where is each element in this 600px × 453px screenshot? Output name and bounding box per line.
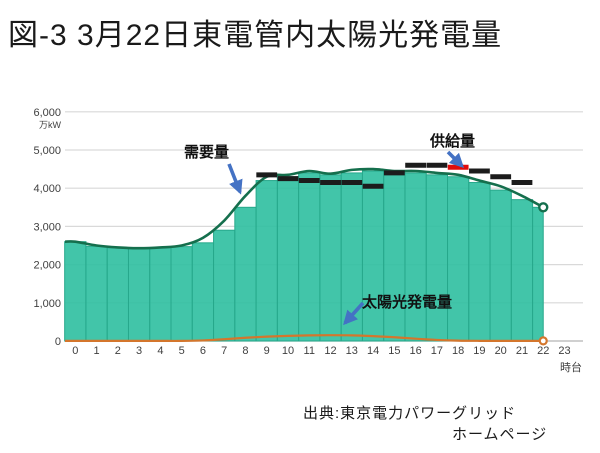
page-title: 図-3 3月22日東電管内太陽光発電量 [8,19,503,52]
y-tick-label: 1,000 [33,298,61,310]
demand-bar [106,247,129,342]
demand-bar [255,180,278,342]
x-tick-label: 21 [516,345,528,357]
y-tick-label: 0 [55,336,61,348]
demand-end-marker [538,202,549,213]
x-tick-label: 3 [136,345,142,357]
x-tick-label: 2 [115,345,121,357]
demand-bar [447,176,470,342]
y-tick-label: 2,000 [33,260,61,272]
demand-bar [298,172,321,342]
source-line-2: ホームページ [452,426,548,443]
x-tick-label: 12 [324,345,336,357]
x-tick-label: 20 [495,345,507,357]
x-tick-label: 7 [221,345,227,357]
demand-bar [361,170,385,342]
demand-bar [213,229,236,342]
solar-end-marker [538,336,548,346]
x-tick-label: 14 [367,345,379,357]
solar-annotation-label: 太陽光発電量 [362,294,453,311]
x-tick-label: 19 [473,345,485,357]
y-axis-unit-label: 万kW [39,120,62,130]
demand-bar [319,174,342,342]
x-tick-label: 4 [157,345,163,357]
x-tick-label: 11 [304,345,315,357]
demand-arrow-icon [227,163,243,195]
x-tick-label: 10 [282,345,294,357]
x-tick-label: 8 [242,345,248,357]
x-tick-label: 9 [264,345,270,357]
x-tick-label: 0 [72,345,78,357]
demand-bar [276,176,300,342]
y-tick-label: 3,000 [33,221,61,233]
x-tick-label: 5 [179,345,185,357]
supply-annotation-label: 供給量 [430,133,476,150]
x-tick-label: 18 [452,345,464,357]
demand-annotation-label: 需要量 [184,144,230,161]
demand-bar [170,246,193,342]
supply-arrow-icon [446,150,465,169]
demand-line [64,167,544,250]
y-tick-label: 5,000 [33,145,61,157]
demand-bar [127,247,151,342]
demand-bar [64,241,87,342]
x-tick-label: 22 [537,345,549,357]
demand-bar [85,245,108,342]
demand-bar [149,247,172,342]
x-axis-unit-label: 時台 [560,360,582,374]
demand-bar [468,181,491,342]
demand-bar [489,189,512,342]
demand-bar [191,242,215,342]
demand-bar [532,206,544,342]
x-tick-label: 16 [409,345,421,357]
x-tick-label: 23 [558,345,570,357]
demand-bar [425,174,449,342]
solar-arrow-icon [343,301,365,326]
demand-bar [510,199,534,342]
demand-bar [404,172,427,342]
demand-bar [234,206,257,342]
y-tick-label: 6,000 [33,107,61,119]
y-tick-label: 4,000 [33,183,61,195]
x-tick-label: 1 [94,345,100,357]
solar-line [65,334,544,343]
x-tick-label: 15 [388,345,400,357]
x-tick-label: 6 [200,345,206,357]
source-line-1: 出典:東京電力パワーグリッド [303,405,517,422]
x-tick-label: 17 [431,345,443,357]
demand-bar [383,170,406,342]
x-tick-label: 13 [346,345,358,357]
